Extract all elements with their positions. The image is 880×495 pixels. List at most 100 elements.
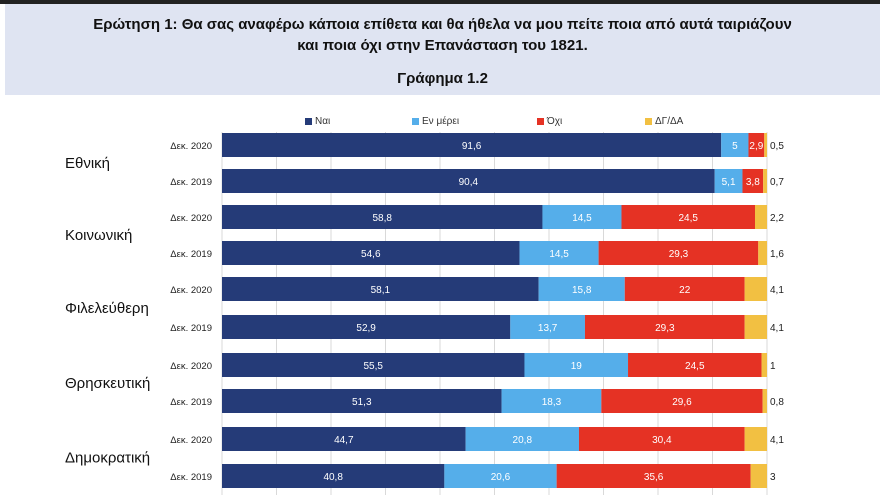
bar-segment xyxy=(465,427,579,451)
data-label: 35,6 xyxy=(644,472,664,483)
legend-label: Όχι xyxy=(547,116,563,127)
bar-segment xyxy=(601,389,763,413)
data-label: 40,8 xyxy=(323,472,343,483)
category-label: Φιλελεύθερη xyxy=(65,300,149,317)
legend-swatch xyxy=(305,118,312,125)
data-label: 29,6 xyxy=(672,397,692,408)
legend-swatch xyxy=(537,118,544,125)
bar-segment xyxy=(742,169,764,193)
category-label: Κοινωνική xyxy=(65,227,132,244)
bar-segment xyxy=(222,315,511,339)
category-label: Δημοκρατική xyxy=(65,450,150,467)
bar-segment xyxy=(624,277,745,301)
data-label: 52,9 xyxy=(356,323,376,334)
legend-label: Εν μέρει xyxy=(422,116,460,127)
chart-title: Ερώτηση 1: Θα σας αναφέρω κάποια επίθετα… xyxy=(93,16,792,54)
data-label: 4,1 xyxy=(770,323,784,334)
bar-segment xyxy=(750,464,767,488)
data-label: 24,5 xyxy=(685,361,705,372)
data-label: 24,5 xyxy=(679,213,699,224)
category-label: Εθνική xyxy=(65,155,110,172)
data-label: 18,3 xyxy=(542,397,562,408)
bar-segment xyxy=(755,205,767,229)
category-label: Θρησκευτική xyxy=(65,375,150,392)
legend-item: Ναι xyxy=(305,116,330,127)
bar-segment xyxy=(524,353,629,377)
data-label: 58,1 xyxy=(371,285,391,296)
data-label: 3,8 xyxy=(746,177,760,188)
bar-segment xyxy=(621,205,756,229)
data-label: 55,5 xyxy=(364,361,384,372)
data-label: 15,8 xyxy=(572,285,592,296)
bar-segment xyxy=(762,389,767,413)
legend-item: Εν μέρει xyxy=(412,116,459,127)
bar-segment xyxy=(222,169,715,193)
legend: Ναι Εν μέρει Όχι ΔΓ/ΔΑ xyxy=(0,116,880,130)
data-label: 3 xyxy=(770,472,776,483)
data-label: 4,1 xyxy=(770,435,784,446)
bar-segment xyxy=(744,277,767,301)
data-label: 22 xyxy=(679,285,691,296)
legend-swatch xyxy=(412,118,419,125)
bar-segment xyxy=(222,464,445,488)
data-label: 14,5 xyxy=(549,249,569,260)
row-label: Δεκ. 2019 xyxy=(170,472,212,483)
data-label: 5 xyxy=(732,141,738,152)
bar-segment xyxy=(538,277,625,301)
bar-segment xyxy=(578,427,745,451)
bar-segment xyxy=(763,169,767,193)
row-label: Δεκ. 2020 xyxy=(170,361,212,372)
data-label: 29,3 xyxy=(655,323,675,334)
data-label: 5,1 xyxy=(722,177,736,188)
data-label: 2,9 xyxy=(749,141,763,152)
data-label: 0,5 xyxy=(770,141,784,152)
legend-item: ΔΓ/ΔΑ xyxy=(645,116,683,127)
bar-segment xyxy=(222,353,525,377)
bar-segment xyxy=(761,353,767,377)
bar-segment xyxy=(222,241,520,265)
bar-segment xyxy=(628,353,762,377)
bar-segment xyxy=(744,315,767,339)
data-label: 1 xyxy=(770,361,776,372)
bar-segment xyxy=(744,427,767,451)
row-label: Δεκ. 2019 xyxy=(170,177,212,188)
data-label: 20,6 xyxy=(491,472,511,483)
bar-segment xyxy=(584,315,745,339)
data-label: 20,8 xyxy=(513,435,533,446)
row-label: Δεκ. 2020 xyxy=(170,435,212,446)
row-label: Δεκ. 2019 xyxy=(170,323,212,334)
bar-segment xyxy=(444,464,557,488)
bar-segment xyxy=(542,205,622,229)
legend-label: Ναι xyxy=(315,116,331,127)
bar-segment xyxy=(714,169,743,193)
top-bar xyxy=(0,0,880,4)
data-label: 0,8 xyxy=(770,397,784,408)
data-label: 44,7 xyxy=(334,435,354,446)
data-label: 13,7 xyxy=(538,323,558,334)
data-label: 14,5 xyxy=(572,213,592,224)
data-label: 1,6 xyxy=(770,249,784,260)
data-label: 4,1 xyxy=(770,285,784,296)
bar-segment xyxy=(519,241,599,265)
bar-segment xyxy=(222,427,466,451)
bar-segment xyxy=(510,315,585,339)
bar-segment xyxy=(748,133,765,157)
data-label: 30,4 xyxy=(652,435,672,446)
bar-segment xyxy=(222,205,543,229)
legend-item: Όχι xyxy=(537,116,562,127)
data-label: 91,6 xyxy=(462,141,482,152)
bar-segment xyxy=(758,241,767,265)
data-label: 51,3 xyxy=(352,397,372,408)
bar-segment xyxy=(556,464,751,488)
data-label: 58,8 xyxy=(372,213,392,224)
row-label: Δεκ. 2019 xyxy=(170,397,212,408)
row-label: Δεκ. 2020 xyxy=(170,141,212,152)
data-label: 2,2 xyxy=(770,213,784,224)
data-label: 0,7 xyxy=(770,177,784,188)
bar-segment xyxy=(598,241,759,265)
legend-label: ΔΓ/ΔΑ xyxy=(655,116,684,127)
row-label: Δεκ. 2020 xyxy=(170,213,212,224)
data-label: 29,3 xyxy=(669,249,689,260)
bar-segment xyxy=(222,133,722,157)
